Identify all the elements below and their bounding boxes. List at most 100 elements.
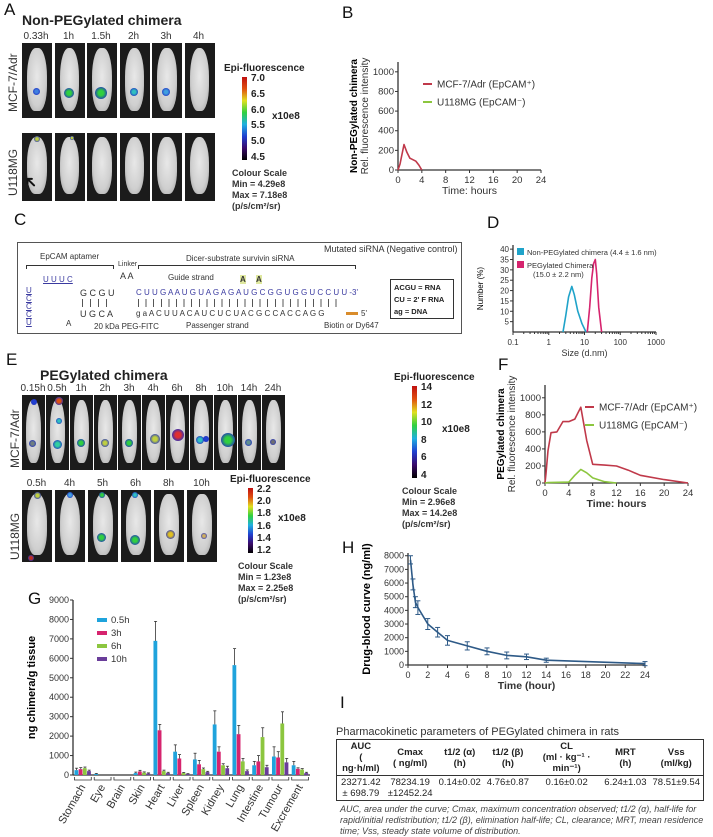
mouse-body — [50, 399, 65, 463]
mouse-body — [189, 137, 210, 195]
y-tick-label: 1000 — [49, 751, 69, 761]
mouse-body — [126, 494, 146, 555]
bar — [137, 771, 142, 775]
fluorescence-signal — [56, 417, 63, 424]
x-tick-label: 2 — [425, 670, 430, 680]
legend-label: 6h — [111, 641, 122, 652]
mouse-body — [194, 399, 209, 463]
legend-label: U118MG (EpCAM⁻) — [599, 421, 687, 432]
mouse-image — [142, 395, 165, 470]
cell-line: 23271.42 — [341, 777, 381, 788]
y-tick-label: 800 — [525, 410, 541, 421]
stem-pairs — [82, 299, 112, 307]
mouse-body — [218, 399, 233, 463]
colorbar-scale: Colour Scale Min = 1.23e8 Max = 2.25e8 (p/s… — [238, 561, 293, 605]
mouse-body — [122, 399, 137, 463]
colorbar-tick: 6.5 — [251, 88, 265, 100]
series-line — [544, 406, 689, 484]
base-pairs — [138, 299, 343, 307]
panel-c-label: C — [14, 210, 27, 229]
fluorescence-signal — [98, 492, 105, 499]
mutation-1: A — [240, 275, 246, 284]
cell-line: 78234.19 — [390, 777, 430, 788]
mouse-body — [92, 47, 112, 111]
y-tick-label: 4000 — [384, 605, 404, 615]
group-bracket — [74, 777, 92, 781]
timepoint-label: 1h — [75, 383, 87, 394]
fluorescence-signal — [130, 88, 138, 96]
x-tick-label: 6 — [465, 670, 470, 680]
panel-e-title: PEGylated chimera — [40, 367, 168, 383]
bar — [232, 665, 237, 775]
header-line: (h) — [453, 757, 466, 769]
x-axis-label: Time (hour) — [498, 680, 556, 692]
bar — [295, 768, 300, 775]
colorbar-tick: 10 — [421, 417, 433, 429]
mouse-image — [22, 133, 52, 201]
colorbar-unit: x10e8 — [442, 424, 470, 435]
fluorescence-signal — [52, 440, 62, 449]
series-line — [397, 143, 423, 171]
category-label: Heart — [144, 783, 168, 812]
y-tick-label: 1000 — [373, 67, 394, 78]
sirna-label: Dicer-substrate survivin siRNA — [186, 254, 295, 263]
fluorescence-signal — [131, 492, 138, 499]
y-tick-label: 200 — [525, 461, 541, 472]
timepoint-label: 0.5h — [26, 478, 47, 489]
table-cell: 6.24±1.03 — [601, 776, 649, 801]
y-tick-label: 15 — [500, 297, 509, 306]
panel-label-h: H — [342, 538, 354, 557]
y-tick-label: 8000 — [384, 551, 404, 561]
bar — [94, 774, 99, 775]
fluorescence-signal — [67, 492, 73, 499]
header-line: ( ng·h/ml) — [342, 752, 380, 774]
bar — [271, 756, 276, 775]
header-line: t1/2 (α) — [444, 746, 476, 758]
header-line: (h) — [501, 757, 514, 769]
y-tick-label: 5000 — [49, 673, 69, 683]
fluorescence-signal — [97, 533, 106, 543]
cell-line: 6.24±1.03 — [604, 777, 647, 788]
fluorescence-signal — [34, 136, 40, 143]
mouse-image — [22, 395, 45, 470]
category-label: Intestine — [235, 783, 266, 825]
mouse-image — [119, 43, 150, 118]
mouse-image — [55, 490, 85, 562]
x-tick-label: 20 — [600, 670, 610, 680]
group-bracket — [271, 777, 290, 781]
fluorescence-signal — [171, 428, 184, 441]
table-header: CL (ml · kg⁻¹ · min⁻¹) — [532, 740, 601, 776]
mouse-image — [88, 490, 118, 562]
mouse-body — [27, 137, 47, 195]
legend-2f-rna: CU = 2' F RNA — [394, 295, 445, 304]
timepoint-label: 3h — [123, 383, 135, 394]
header-line: Cmax — [397, 746, 424, 758]
x-tick-label: 12 — [521, 670, 531, 680]
mouse-body — [157, 137, 177, 195]
fluorescence-signal — [32, 88, 40, 95]
bar — [205, 772, 210, 775]
legend-swatch — [97, 631, 107, 635]
x-tick-label: 22 — [620, 670, 630, 680]
x-axis-label: Size (d.nm) — [561, 348, 607, 358]
mouse-image — [166, 395, 189, 470]
timepoint-label: 1h — [62, 31, 75, 42]
mouse-image — [190, 395, 213, 470]
passenger-end: 5' — [361, 309, 367, 318]
colorbar-scale-title: Colour Scale — [238, 561, 294, 571]
colorbar-scale-title: Colour Scale — [232, 168, 288, 178]
guide-sequence: C U U G A A U G U A G A G A U G C G G U … — [136, 288, 359, 297]
y-tick-label: 5000 — [384, 592, 404, 602]
legend-swatch — [517, 261, 524, 268]
group-bracket — [153, 777, 171, 781]
mouse-body — [124, 137, 145, 195]
mouse-body — [92, 137, 112, 195]
colorbar-gradient — [242, 77, 247, 160]
x-tick-label: 8 — [443, 175, 448, 186]
series-line — [544, 468, 617, 484]
mouse-image — [262, 395, 285, 470]
x-tick-label: 16 — [488, 175, 499, 186]
colorbar-tick: 1.8 — [257, 508, 271, 520]
x-tick-label: 0 — [395, 175, 400, 186]
x-tick-label: 8 — [590, 488, 595, 499]
